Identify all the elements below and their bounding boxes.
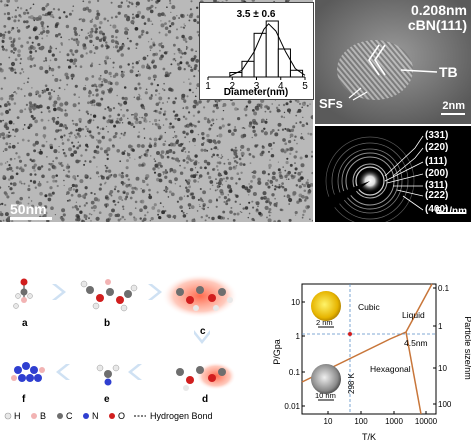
legend-c: C (66, 411, 73, 421)
region-hexagonal: Hexagonal (370, 364, 411, 374)
saed-ring-label-6: (400) (425, 204, 449, 215)
y-tick-1: 1 (296, 332, 301, 341)
molecule-b (80, 279, 138, 312)
reaction-scheme: a b c d e f H B C N O Hydrogen Bond (0, 270, 272, 444)
x-tick-10: 10 (324, 417, 333, 426)
legend-hbond: Hydrogen Bond (150, 411, 213, 421)
saed-panel: (331) (220) (111) (200) (311) (222) (400) 5 1/… (315, 126, 471, 222)
y-tick-0.01: 0.01 (284, 402, 300, 411)
hrtem-tb-label: TB (439, 64, 458, 80)
hist-tick-3: 3 (254, 81, 260, 92)
scheme-drawing: a b c d e f H B C N O Hydrogen Bond (4, 274, 238, 421)
hist-tick-4: 4 (278, 81, 284, 92)
region-liquid: Liquid (402, 310, 425, 320)
annot-298k: 298 K (347, 372, 356, 394)
molecule-a (13, 278, 33, 309)
molecule-e (96, 364, 120, 386)
inset-hex-particle (311, 364, 341, 394)
hist-tick-5: 5 (302, 81, 308, 92)
hist-bar-2 (253, 32, 267, 78)
inset-top-scale: 2 nm (316, 318, 333, 327)
histogram-xlabel: Diameter(nm) (224, 87, 288, 98)
annot-4p5nm: 4.5nm (404, 338, 428, 348)
axis-xlabel: T/K (362, 432, 376, 442)
saed-ring-label-3: (200) (425, 168, 449, 179)
saed-ring-label-0: (331) (425, 130, 449, 141)
histogram-inset: 3.5 ± 0.6 Diameter(nm) 1 2 3 4 5 (199, 2, 314, 100)
saed-scale-label: 5 1/nm (435, 206, 467, 217)
axis-y2label: Particle size/nm (463, 316, 471, 380)
molecule-f (11, 362, 45, 382)
boundary-cubic-hex (301, 283, 433, 383)
plot-frame (301, 283, 437, 415)
molecule-d (176, 362, 236, 391)
hrtem-dspacing: 0.208nm (410, 2, 467, 18)
hist-bar-1 (241, 60, 255, 78)
atom-legend: H B C N O Hydrogen Bond (4, 411, 213, 421)
y2-tick-100: 100 (438, 400, 452, 409)
region-cubic: Cubic (358, 302, 380, 312)
scale-bar-label: 50nm (10, 201, 47, 217)
saed-ring-label-2: (111) (425, 156, 448, 167)
chevron-arrows (52, 284, 210, 380)
x-tick-10000: 10000 (415, 417, 438, 426)
hrtem-scale-label: 2nm (442, 100, 465, 112)
legend-o: O (118, 411, 125, 421)
y2-tick-10: 10 (438, 364, 447, 373)
hist-tick-2: 2 (229, 81, 235, 92)
hist-bar-5 (289, 69, 304, 78)
hist-fit-curve (229, 23, 306, 77)
hist-tick-1: 1 (205, 81, 211, 92)
step-label-e: e (104, 394, 110, 405)
legend-b: B (40, 411, 46, 421)
histogram-title: 3.5 ± 0.6 (237, 9, 276, 20)
hist-bar-4 (277, 48, 291, 78)
step-label-f: f (22, 394, 26, 405)
y2-tick-1: 1 (438, 322, 443, 331)
inset-bottom-scale: 10 nm (315, 391, 336, 400)
molecule-c (162, 274, 238, 318)
inset-cubic-particle (311, 291, 341, 321)
histogram-chart: 3.5 ± 0.6 Diameter(nm) 1 2 3 4 5 (205, 9, 308, 98)
y2-tick-0.1: 0.1 (438, 284, 450, 293)
saed-ring-label-5: (222) (425, 190, 449, 201)
x-tick-100: 100 (354, 417, 368, 426)
hrtem-sfs-label: SFs (319, 96, 343, 111)
scale-bar-line (10, 217, 52, 220)
hrtem-plane: cBN(111) (407, 17, 467, 33)
legend-n: N (92, 411, 99, 421)
hrtem-panel: 0.208nm cBN(111) TB SFs 2nm (315, 0, 471, 124)
axis-ylabel: P/Gpa (272, 339, 282, 365)
boundary-hex-liquid (405, 331, 422, 415)
saed-ring-label-4: (311) (425, 180, 448, 191)
x-tick-1000: 1000 (385, 417, 403, 426)
phase-diagram: 10 100 1000 10000 0.01 0.1 1 10 0.1 1 10 100 Cubic … (272, 276, 471, 444)
saed-pattern (315, 135, 465, 222)
step-label-b: b (104, 318, 110, 329)
y-tick-0.1: 0.1 (289, 368, 301, 377)
saed-ring-label-1: (220) (425, 142, 449, 153)
hist-bar-3 (265, 20, 279, 78)
step-label-c: c (200, 326, 206, 337)
hrtem-lattice (315, 0, 471, 124)
step-label-a: a (22, 318, 28, 329)
y-tick-10: 10 (291, 298, 300, 307)
legend-h: H (14, 411, 21, 421)
step-label-d: d (202, 394, 208, 405)
